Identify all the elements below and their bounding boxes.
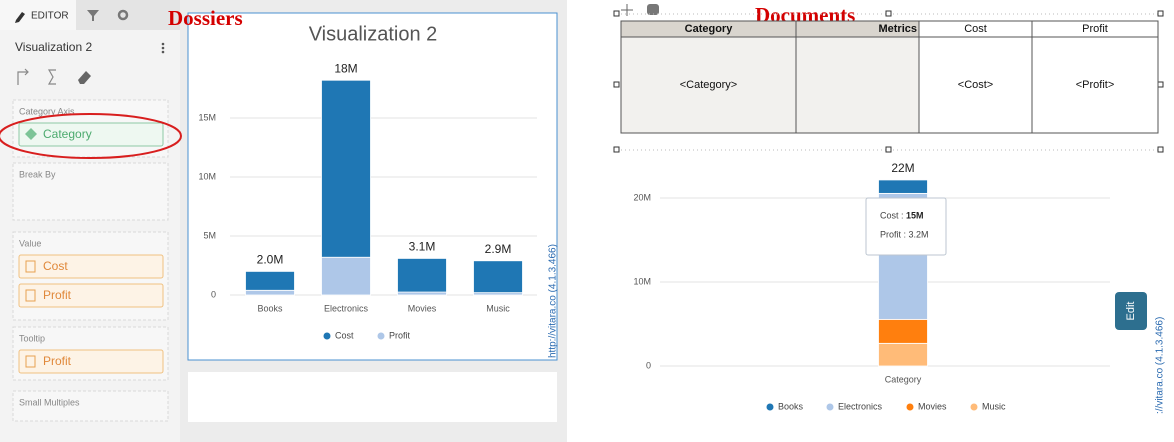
legend-label[interactable]: Cost — [335, 330, 354, 340]
field-pill[interactable] — [18, 254, 164, 279]
body-cell — [1031, 36, 1159, 134]
section-title: Small Multiples — [19, 397, 80, 407]
visualization-card[interactable] — [187, 12, 558, 361]
bar-segment[interactable] — [878, 179, 928, 194]
chart-title: Visualization 2 — [309, 23, 438, 45]
filter-tab[interactable] — [87, 10, 99, 21]
field-label[interactable]: Profit — [43, 354, 72, 368]
section-title: Category Axis — [19, 106, 75, 116]
legend-swatch[interactable] — [766, 403, 774, 411]
total-label: 3.1M — [409, 240, 436, 254]
panel-title: Visualization 2 — [15, 40, 92, 54]
cell-label: <Cost> — [958, 79, 993, 91]
cell-label: <Category> — [680, 79, 737, 91]
tooltip-value: 15M — [906, 210, 924, 220]
bar-segment[interactable] — [397, 258, 447, 293]
category-label: Music — [486, 303, 510, 313]
bar-segment[interactable] — [878, 342, 928, 367]
section-title: Break By — [19, 169, 56, 179]
legend-label[interactable]: Profit — [389, 330, 411, 340]
sum-icon[interactable] — [47, 69, 56, 85]
body-cell — [918, 36, 1033, 134]
legend-swatch[interactable] — [826, 403, 834, 411]
editor-tab[interactable] — [0, 0, 76, 30]
legend-label[interactable]: Movies — [918, 401, 947, 411]
field-pill[interactable] — [18, 283, 164, 308]
legend-swatch[interactable] — [377, 332, 385, 340]
edit-label[interactable]: Edit — [1125, 302, 1137, 321]
category-label: Electronics — [324, 303, 369, 313]
bar-segment[interactable] — [245, 270, 295, 291]
field-pill[interactable] — [18, 122, 164, 147]
field-icon — [25, 128, 37, 140]
total-label: 22M — [891, 161, 914, 175]
section-box — [12, 390, 169, 422]
y-tick-label: 10M — [198, 171, 216, 181]
total-label: 2.9M — [485, 242, 512, 256]
bar-segment[interactable] — [245, 289, 295, 296]
settings-tab[interactable] — [117, 9, 129, 21]
swap-icon[interactable] — [17, 68, 29, 85]
category-label: Category — [885, 374, 922, 384]
field-icon — [25, 355, 36, 368]
legend-label[interactable]: Electronics — [838, 401, 883, 411]
body-cell — [795, 36, 920, 134]
bar-segment[interactable] — [321, 256, 371, 296]
y-tick-label: 0 — [646, 360, 651, 370]
tab-label[interactable]: EDITOR — [31, 11, 69, 22]
body-cell — [620, 36, 797, 134]
section-box — [12, 162, 169, 221]
header-label: Cost — [964, 23, 987, 35]
category-label: Books — [257, 303, 283, 313]
tooltip-label: Cost : — [880, 210, 904, 220]
db-icon[interactable] — [647, 4, 659, 15]
bar-segment[interactable] — [473, 260, 523, 294]
header-label: Category — [685, 23, 734, 35]
tooltip — [865, 197, 947, 256]
bar-segment[interactable] — [321, 79, 371, 258]
legend-label[interactable]: Books — [778, 401, 804, 411]
header-label: Metrics — [878, 23, 917, 35]
y-tick-label: 0 — [211, 289, 216, 299]
pencil-icon — [15, 12, 25, 23]
tooltip-label: Profit : 3.2M — [880, 229, 929, 239]
field-pill[interactable] — [18, 349, 164, 374]
cell-label: <Profit> — [1076, 79, 1115, 91]
empty-card — [188, 372, 557, 422]
annotation: Dossiers — [168, 6, 243, 30]
field-label[interactable]: Category — [43, 127, 92, 141]
field-icon — [25, 260, 36, 273]
legend-swatch[interactable] — [906, 403, 914, 411]
eraser-icon[interactable] — [78, 71, 91, 84]
field-label[interactable]: Cost — [43, 259, 68, 273]
section-title: Value — [19, 238, 41, 248]
bar-segment[interactable] — [878, 318, 928, 344]
bar-segment[interactable] — [397, 291, 447, 296]
section-title: Tooltip — [19, 333, 45, 343]
highlight-ellipse — [0, 113, 182, 159]
y-tick-label: 20M — [633, 192, 651, 202]
total-label: 18M — [334, 61, 357, 75]
field-icon — [25, 289, 36, 302]
legend-swatch[interactable] — [323, 332, 331, 340]
selection-handles — [613, 10, 1164, 153]
watermark: http://vitara.co (4.1.3.466) — [548, 244, 559, 358]
edit-button[interactable] — [1115, 292, 1147, 330]
header-label: Profit — [1082, 23, 1108, 35]
legend-swatch[interactable] — [970, 403, 978, 411]
y-tick-label: 15M — [198, 112, 216, 122]
move-icon[interactable] — [621, 4, 633, 16]
watermark: ://vitara.co (4.1.3.466) — [1155, 317, 1166, 414]
total-label: 2.0M — [257, 253, 284, 267]
y-tick-label: 10M — [633, 276, 651, 286]
legend-label[interactable]: Music — [982, 401, 1006, 411]
more-menu[interactable] — [161, 42, 165, 54]
y-tick-label: 5M — [203, 230, 216, 240]
category-label: Movies — [408, 303, 437, 313]
field-label[interactable]: Profit — [43, 288, 72, 302]
